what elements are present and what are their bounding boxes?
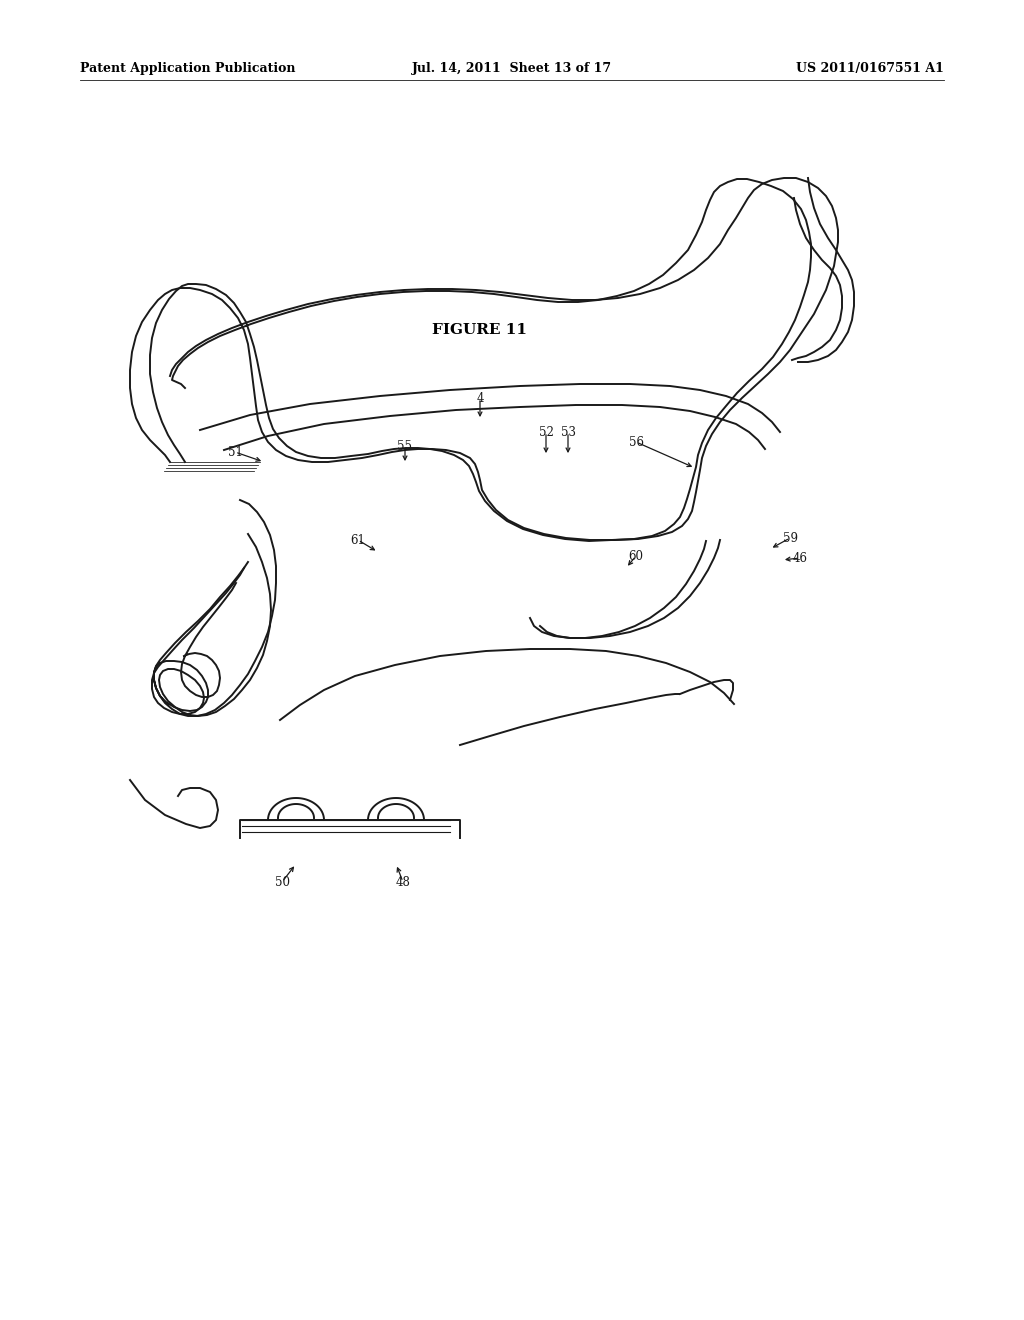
Text: 52: 52 [539, 425, 553, 438]
Text: 60: 60 [629, 549, 643, 562]
Text: 48: 48 [395, 875, 411, 888]
Text: 56: 56 [629, 436, 643, 449]
Text: 51: 51 [227, 446, 243, 458]
Text: Jul. 14, 2011  Sheet 13 of 17: Jul. 14, 2011 Sheet 13 of 17 [412, 62, 612, 75]
Text: US 2011/0167551 A1: US 2011/0167551 A1 [796, 62, 944, 75]
Text: 4: 4 [476, 392, 483, 404]
Text: Patent Application Publication: Patent Application Publication [80, 62, 296, 75]
Text: 55: 55 [397, 440, 413, 453]
Text: FIGURE 11: FIGURE 11 [432, 323, 527, 337]
Text: 50: 50 [274, 875, 290, 888]
Text: 61: 61 [350, 533, 366, 546]
Text: 59: 59 [782, 532, 798, 544]
Text: 53: 53 [560, 425, 575, 438]
Text: 46: 46 [793, 552, 808, 565]
